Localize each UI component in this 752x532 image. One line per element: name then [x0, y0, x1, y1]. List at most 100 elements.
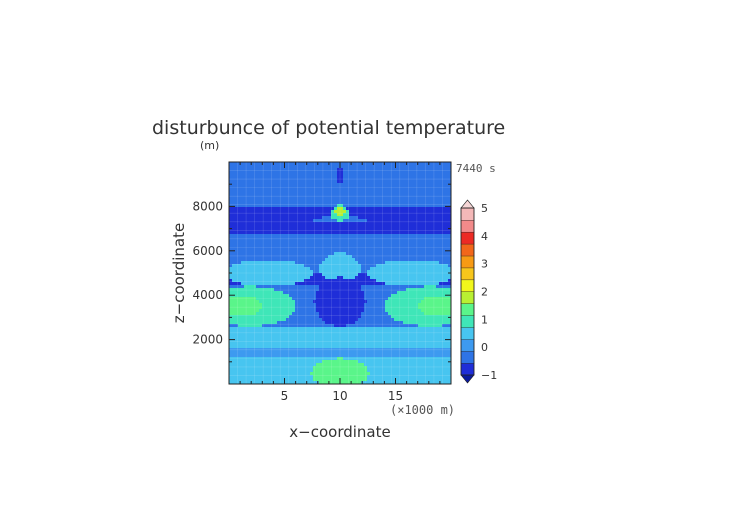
- field-cell: [361, 192, 365, 196]
- field-cell: [262, 309, 266, 313]
- field-cell: [262, 234, 266, 238]
- field-cell: [403, 249, 407, 253]
- field-cell: [298, 201, 302, 205]
- field-cell: [382, 315, 386, 319]
- field-cell: [352, 270, 356, 274]
- field-cell: [253, 363, 257, 367]
- field-cell: [313, 204, 317, 208]
- field-cell: [442, 357, 446, 361]
- field-cell: [235, 360, 239, 364]
- field-cell: [247, 309, 251, 313]
- field-cell: [370, 186, 374, 190]
- field-cell: [232, 207, 236, 211]
- field-cell: [448, 318, 452, 322]
- field-cell: [277, 312, 281, 316]
- field-cell: [436, 198, 440, 202]
- field-cell: [274, 270, 278, 274]
- field-cell: [334, 240, 338, 244]
- field-cell: [442, 231, 446, 235]
- field-cell: [391, 267, 395, 271]
- field-cell: [379, 216, 383, 220]
- field-cell: [376, 198, 380, 202]
- field-cell: [445, 201, 449, 205]
- field-cell: [325, 300, 329, 304]
- field-cell: [373, 267, 377, 271]
- field-cell: [436, 204, 440, 208]
- field-cell: [334, 351, 338, 355]
- field-cell: [259, 357, 263, 361]
- field-cell: [307, 225, 311, 229]
- field-cell: [286, 162, 290, 166]
- field-cell: [253, 180, 257, 184]
- field-cell: [292, 219, 296, 223]
- field-cell: [409, 213, 413, 217]
- field-cell: [382, 180, 386, 184]
- field-cell: [286, 282, 290, 286]
- field-cell: [235, 273, 239, 277]
- field-cell: [322, 336, 326, 340]
- field-cell: [304, 180, 308, 184]
- field-cell: [229, 288, 233, 292]
- field-cell: [328, 267, 332, 271]
- field-cell: [412, 318, 416, 322]
- field-cell: [298, 312, 302, 316]
- field-cell: [298, 204, 302, 208]
- field-cell: [412, 162, 416, 166]
- field-cell: [316, 225, 320, 229]
- field-cell: [265, 216, 269, 220]
- field-cell: [382, 303, 386, 307]
- field-cell: [265, 225, 269, 229]
- field-cell: [322, 201, 326, 205]
- field-cell: [268, 312, 272, 316]
- field-cell: [349, 357, 353, 361]
- field-cell: [292, 336, 296, 340]
- field-cell: [412, 321, 416, 325]
- field-cell: [310, 186, 314, 190]
- field-cell: [241, 309, 245, 313]
- field-cell: [268, 219, 272, 223]
- field-cell: [325, 336, 329, 340]
- field-cell: [313, 303, 317, 307]
- field-cell: [232, 168, 236, 172]
- field-cell: [412, 225, 416, 229]
- field-cell: [379, 300, 383, 304]
- field-cell: [343, 234, 347, 238]
- field-cell: [271, 309, 275, 313]
- field-cell: [256, 291, 260, 295]
- field-cell: [403, 339, 407, 343]
- field-cell: [343, 309, 347, 313]
- field-cell: [307, 264, 311, 268]
- field-cell: [427, 171, 431, 175]
- field-cell: [388, 321, 392, 325]
- field-cell: [298, 222, 302, 226]
- field-cell: [424, 168, 428, 172]
- field-cell: [283, 285, 287, 289]
- field-cell: [316, 216, 320, 220]
- field-cell: [268, 168, 272, 172]
- field-cell: [250, 216, 254, 220]
- field-cell: [310, 216, 314, 220]
- field-cell: [265, 234, 269, 238]
- field-cell: [313, 348, 317, 352]
- field-cell: [295, 204, 299, 208]
- field-cell: [334, 279, 338, 283]
- field-cell: [355, 213, 359, 217]
- field-cell: [397, 195, 401, 199]
- field-cell: [265, 192, 269, 196]
- field-cell: [313, 231, 317, 235]
- field-cell: [343, 162, 347, 166]
- field-cell: [406, 309, 410, 313]
- field-cell: [433, 339, 437, 343]
- field-cell: [280, 291, 284, 295]
- field-cell: [412, 282, 416, 286]
- field-cell: [247, 276, 251, 280]
- field-cell: [364, 285, 368, 289]
- field-cell: [322, 171, 326, 175]
- field-cell: [355, 273, 359, 277]
- field-cell: [283, 321, 287, 325]
- field-cell: [247, 342, 251, 346]
- field-cell: [427, 219, 431, 223]
- field-cell: [295, 354, 299, 358]
- field-cell: [424, 249, 428, 253]
- field-cell: [271, 210, 275, 214]
